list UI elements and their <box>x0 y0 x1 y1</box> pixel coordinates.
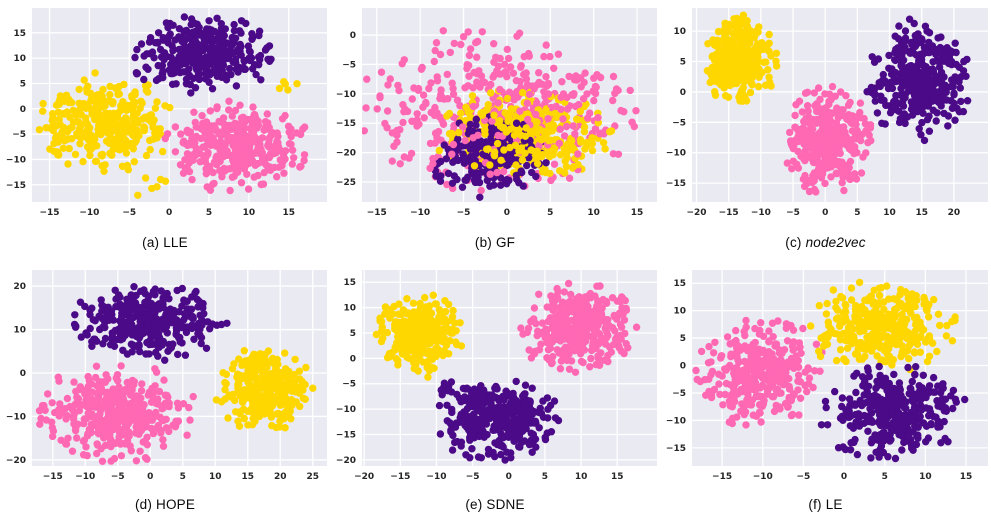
svg-text:5: 5 <box>180 472 186 482</box>
svg-text:15: 15 <box>13 29 26 39</box>
svg-text:20: 20 <box>13 282 26 292</box>
svg-text:−15: −15 <box>40 208 60 218</box>
svg-text:10: 10 <box>673 27 686 37</box>
svg-text:−15: −15 <box>43 472 63 482</box>
svg-text:15: 15 <box>241 472 254 482</box>
svg-text:0: 0 <box>350 31 356 41</box>
subplot-hope: −15 −10 −5 0 5 10 15 20 25 −20 −10 0 10 20 (d) HOPE <box>0 260 330 522</box>
caption-prefix: (c) <box>785 235 802 250</box>
svg-text:−5: −5 <box>457 208 471 218</box>
scatter-plot-gf: −15 −10 −5 0 5 10 15 0 −5 −10 −15 −20 −25 <box>336 8 657 218</box>
svg-text:−15: −15 <box>719 208 739 218</box>
subplot-node2vec: −20 −15 −10 −5 0 5 10 15 20 −15 −10 −5 0 5 10 (c) node… <box>660 0 991 260</box>
svg-text:−20: −20 <box>686 208 706 218</box>
svg-text:15: 15 <box>631 208 644 218</box>
svg-text:20: 20 <box>948 208 961 218</box>
caption-label: LE <box>825 497 843 512</box>
svg-text:10: 10 <box>209 472 222 482</box>
subplot-caption-sdne: (e) SDNE <box>330 497 660 512</box>
svg-text:0: 0 <box>147 472 153 482</box>
svg-text:10: 10 <box>243 208 256 218</box>
svg-text:0: 0 <box>20 105 26 115</box>
svg-text:−10: −10 <box>666 149 686 159</box>
svg-text:5: 5 <box>20 79 26 89</box>
svg-text:−15: −15 <box>367 208 387 218</box>
scatter-plot-lle: −15 −10 −5 0 5 10 15 −15 −10 −5 0 5 10 15 <box>6 8 327 218</box>
svg-text:0: 0 <box>20 369 26 379</box>
svg-text:15: 15 <box>915 208 928 218</box>
svg-text:−15: −15 <box>336 119 356 129</box>
svg-text:10: 10 <box>883 208 896 218</box>
svg-text:−5: −5 <box>12 130 26 140</box>
subplot-le: −15 −10 −5 0 5 10 15 −15 −10 −5 0 5 10 15 (f) LE <box>660 260 991 522</box>
svg-text:20: 20 <box>274 472 287 482</box>
svg-text:−20: −20 <box>336 149 356 159</box>
svg-text:−10: −10 <box>6 155 26 165</box>
caption-label: GF <box>495 235 516 250</box>
svg-text:−10: −10 <box>79 208 99 218</box>
caption-prefix: (b) <box>474 235 492 250</box>
svg-text:−15: −15 <box>6 181 26 191</box>
svg-text:−10: −10 <box>410 208 430 218</box>
svg-text:−25: −25 <box>336 178 356 188</box>
caption-prefix: (e) <box>465 497 483 512</box>
subplot-caption-lle: (a) LLE <box>0 235 330 250</box>
subplot-caption-gf: (b) GF <box>330 235 660 250</box>
svg-text:0: 0 <box>680 88 686 98</box>
svg-text:−10: −10 <box>6 412 26 422</box>
subplot-lle: −15 −10 −5 0 5 10 15 −15 −10 −5 0 5 10 15 (a) LLE <box>0 0 330 260</box>
svg-text:−5: −5 <box>122 208 136 218</box>
svg-text:−10: −10 <box>336 90 356 100</box>
subplot-caption-hope: (d) HOPE <box>0 497 330 512</box>
svg-text:0: 0 <box>166 208 172 218</box>
svg-text:−10: −10 <box>751 208 771 218</box>
svg-text:−5: −5 <box>786 208 800 218</box>
subplot-caption-le: (f) LE <box>660 497 991 512</box>
svg-text:5: 5 <box>547 208 553 218</box>
subplot-gf: −15 −10 −5 0 5 10 15 0 −5 −10 −15 −20 −25 (b) GF <box>330 0 660 260</box>
svg-text:5: 5 <box>680 58 686 68</box>
svg-text:0: 0 <box>504 208 510 218</box>
svg-text:−10: −10 <box>75 472 95 482</box>
svg-text:−15: −15 <box>666 179 686 189</box>
svg-text:−5: −5 <box>672 118 686 128</box>
caption-prefix: (a) <box>142 235 160 250</box>
caption-label: LLE <box>163 235 188 250</box>
caption-prefix: (d) <box>134 497 153 512</box>
svg-text:0: 0 <box>822 208 828 218</box>
svg-text:10: 10 <box>13 54 26 64</box>
svg-text:10: 10 <box>587 208 600 218</box>
caption-label: HOPE <box>156 497 196 512</box>
svg-text:15: 15 <box>282 208 295 218</box>
svg-text:10: 10 <box>13 326 26 336</box>
subplot-caption-node2vec: (c) node2vec <box>660 235 991 250</box>
svg-text:−5: −5 <box>342 60 356 70</box>
svg-text:5: 5 <box>206 208 212 218</box>
svg-text:5: 5 <box>854 208 860 218</box>
svg-text:−20: −20 <box>6 456 26 466</box>
caption-label: node2vec <box>805 235 866 250</box>
svg-text:25: 25 <box>306 472 319 482</box>
subplot-sdne: −20 −15 −10 −5 0 5 10 15 −20 −15 −10 −5 0 5 10 15 (e) S… <box>330 260 660 522</box>
svg-text:−5: −5 <box>111 472 125 482</box>
caption-prefix: (f) <box>808 497 822 512</box>
caption-label: SDNE <box>486 497 525 512</box>
scatter-plot-node2vec: −20 −15 −10 −5 0 5 10 15 20 −15 −10 −5 0 5 10 <box>666 8 988 218</box>
scatter-plot-hope: −15 −10 −5 0 5 10 15 20 25 −20 −10 0 10 20 <box>6 270 327 482</box>
